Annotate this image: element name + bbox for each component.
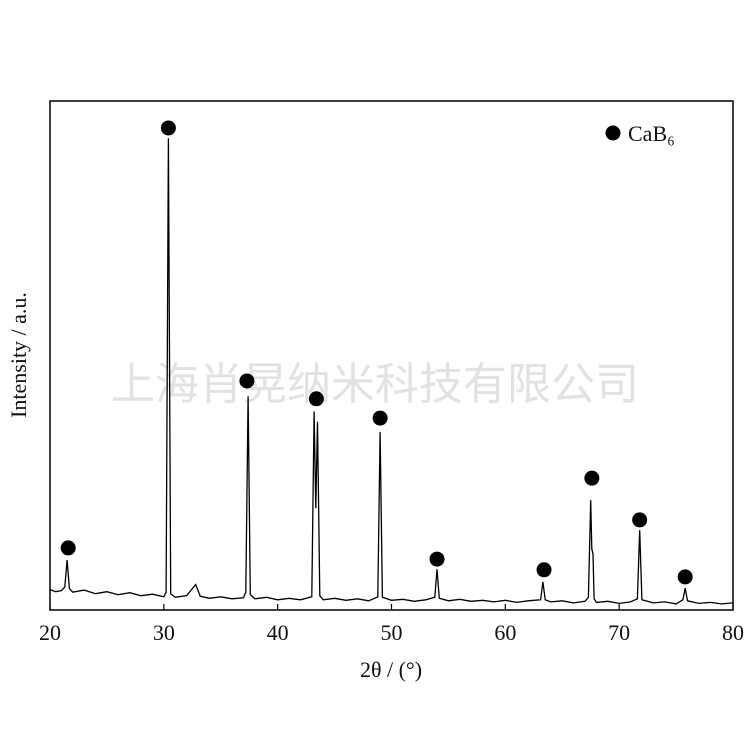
peak-marker [60, 540, 76, 556]
peak-marker [239, 373, 255, 389]
x-tick-label: 40 [267, 620, 289, 645]
xrd-pattern [49, 138, 734, 605]
x-tick-label: 70 [608, 620, 630, 645]
plot-frame [49, 100, 734, 611]
x-tick-label: 60 [494, 620, 516, 645]
peak-marker [308, 391, 324, 407]
peak-marker [160, 120, 176, 136]
x-tick-label: 80 [722, 620, 744, 645]
peak-marker [632, 512, 648, 528]
y-axis-label: Intensity / a.u. [6, 292, 31, 418]
legend-marker [605, 125, 621, 141]
peak-marker [677, 569, 693, 585]
x-tick-label: 50 [381, 620, 403, 645]
peak-marker [429, 551, 445, 567]
watermark: 上海肖晃纳米科技有限公司 [111, 359, 639, 410]
peak-marker [584, 470, 600, 486]
peak-marker [536, 562, 552, 578]
legend-label: CaB₆ [628, 121, 675, 146]
peak-marker [372, 410, 388, 426]
x-tick-label: 30 [153, 620, 175, 645]
x-axis-label: 2θ / (°) [360, 657, 422, 682]
x-tick-label: 20 [39, 620, 61, 645]
